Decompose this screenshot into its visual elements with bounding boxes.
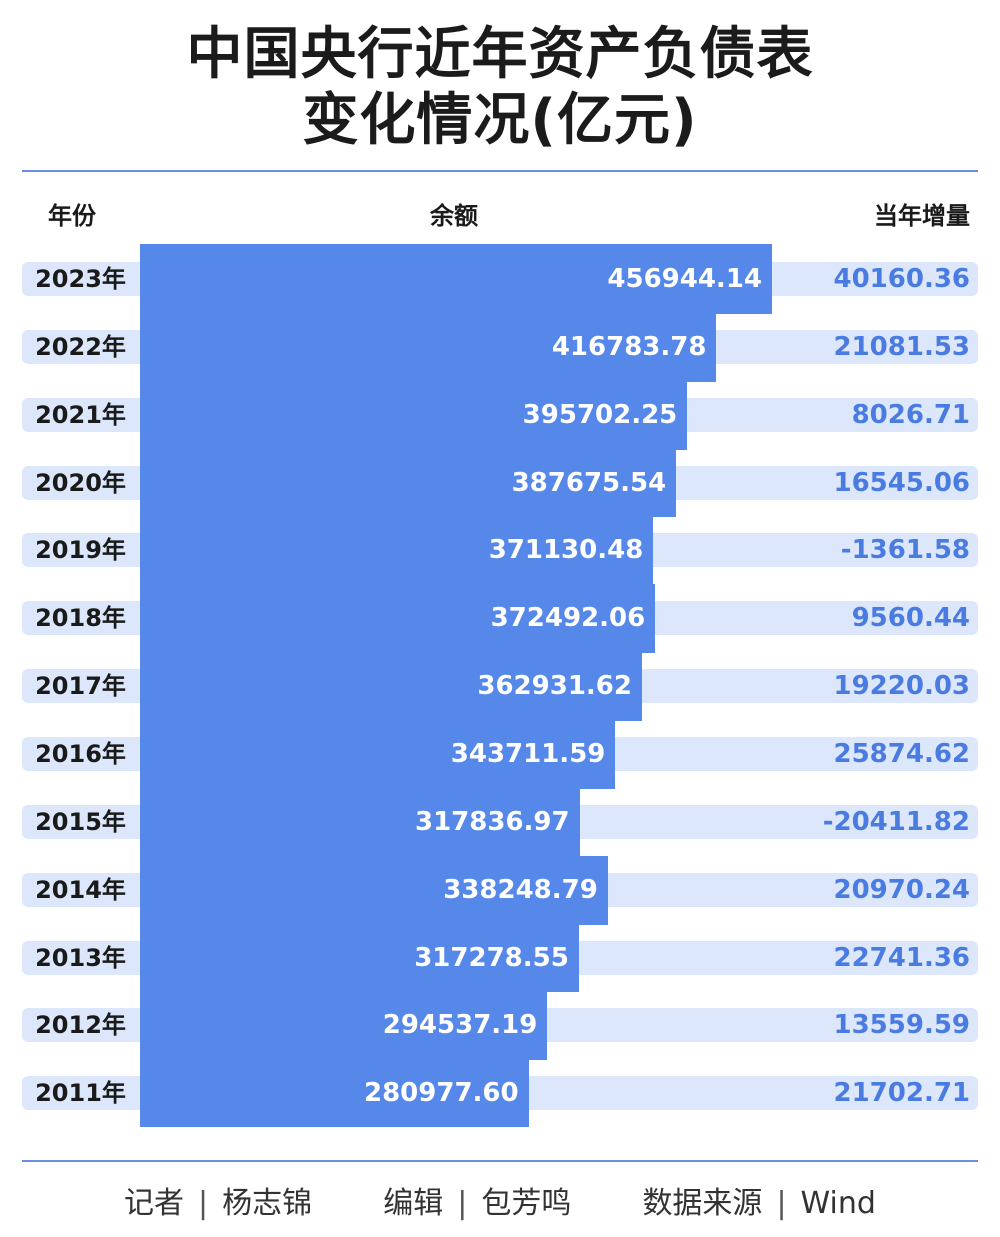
balance-bar — [140, 516, 654, 586]
balance-value-label: 338248.79 — [443, 874, 598, 905]
increase-value-label: 19220.03 — [833, 671, 970, 702]
increase-value-label: 22741.36 — [833, 942, 970, 973]
title-line-1: 中国央行近年资产负债表 — [186, 22, 814, 87]
balance-value-label: 395702.25 — [522, 399, 678, 430]
year-label: 2020年 — [35, 468, 126, 497]
year-label: 2019年 — [35, 536, 126, 565]
balance-value-label: 372492.06 — [490, 603, 646, 634]
year-label: 2023年 — [35, 265, 126, 293]
balance-value-label: 371130.48 — [488, 535, 644, 566]
increase-value-label: -1361.58 — [840, 535, 970, 566]
year-label: 2018年 — [35, 604, 126, 633]
source-name: Wind — [800, 1186, 876, 1221]
separator: | — [776, 1186, 787, 1221]
increase-value-label: 40160.36 — [833, 264, 970, 294]
year-label: 2017年 — [35, 672, 126, 701]
header-increase: 当年增量 — [874, 202, 970, 230]
increase-value-label: 21702.71 — [833, 1078, 970, 1109]
balance-bar — [140, 312, 717, 382]
balance-bar — [140, 380, 688, 450]
separator: | — [198, 1186, 209, 1221]
year-label: 2015年 — [35, 807, 126, 836]
source-label: 数据来源 — [642, 1186, 763, 1221]
balance-bar — [140, 720, 616, 789]
balance-bar — [140, 448, 677, 518]
balance-value-label: 317836.97 — [414, 806, 570, 837]
top-divider — [22, 170, 978, 172]
year-label: 2014年 — [35, 875, 126, 904]
reporter-name: 杨志锦 — [222, 1186, 313, 1221]
increase-value-label: 25874.62 — [833, 738, 970, 769]
increase-value-label: 13559.59 — [833, 1010, 970, 1041]
separator: | — [457, 1186, 468, 1221]
increase-value-label: 9560.44 — [851, 603, 970, 634]
year-label: 2022年 — [35, 332, 126, 361]
balance-value-label: 387675.54 — [511, 467, 667, 498]
balance-bar — [140, 652, 642, 722]
year-label: 2016年 — [35, 739, 126, 768]
balance-bar — [140, 923, 579, 993]
bottom-divider — [22, 1160, 978, 1162]
balance-bar — [140, 244, 772, 314]
increase-value-label: 20970.24 — [833, 874, 970, 905]
balance-value-label: 456944.14 — [607, 264, 762, 294]
title-line-2: 变化情况(亿元) — [302, 88, 698, 153]
balance-value-label: 416783.78 — [551, 331, 707, 362]
editor-name: 包芳鸣 — [481, 1186, 572, 1221]
increase-value-label: 16545.06 — [833, 467, 970, 498]
year-label: 2012年 — [35, 1011, 126, 1040]
balance-value-label: 317278.55 — [414, 942, 569, 973]
balance-bar — [140, 1059, 529, 1127]
header-balance: 余额 — [430, 202, 478, 230]
balance-bar — [140, 855, 608, 925]
reporter-label: 记者 — [124, 1186, 185, 1221]
balance-bar — [140, 991, 548, 1061]
balance-bar — [140, 787, 580, 857]
chart-rows: 2023年 456944.14 40160.36 2022年 416783.78 2108… — [22, 244, 978, 1127]
balance-value-label: 362931.62 — [477, 671, 632, 702]
increase-value-label: -20411.82 — [822, 806, 970, 837]
balance-value-label: 280977.60 — [364, 1078, 519, 1109]
header-year: 年份 — [48, 202, 96, 230]
credits-footer: 记者 | 杨志锦 编辑 | 包芳鸣 数据来源 | Wind — [0, 1178, 1000, 1222]
year-label: 2021年 — [35, 400, 126, 429]
editor-label: 编辑 — [383, 1186, 444, 1221]
increase-value-label: 8026.71 — [851, 399, 970, 430]
balance-value-label: 294537.19 — [382, 1010, 538, 1041]
increase-value-label: 21081.53 — [833, 331, 970, 362]
year-label: 2013年 — [35, 943, 126, 972]
balance-bar — [140, 584, 656, 654]
chart-title: 中国央行近年资产负债表 变化情况(亿元) — [0, 22, 1000, 154]
balance-value-label: 343711.59 — [450, 738, 606, 769]
year-label: 2011年 — [35, 1079, 126, 1108]
